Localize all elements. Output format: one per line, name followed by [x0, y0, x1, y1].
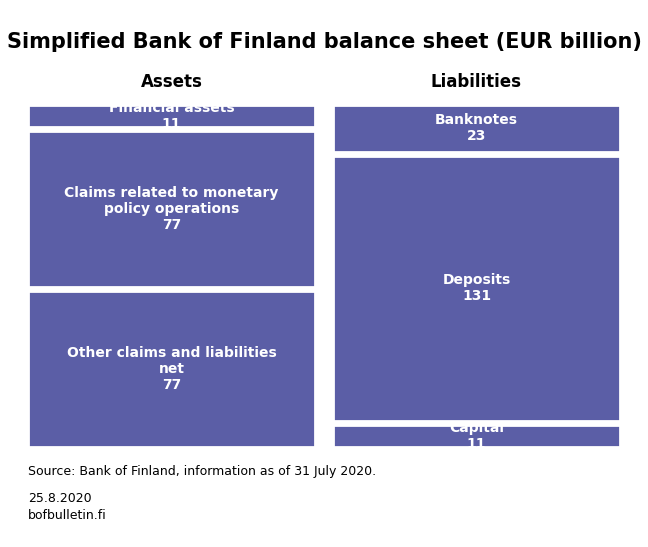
Bar: [333, 424, 620, 447]
Text: 25.8.2020: 25.8.2020: [28, 492, 91, 505]
Text: Deposits
131: Deposits 131: [443, 273, 511, 303]
Text: Other claims and liabilities
net
77: Other claims and liabilities net 77: [67, 346, 277, 392]
Text: bofbulletin.fi: bofbulletin.fi: [28, 509, 107, 522]
Text: Financial assets
11: Financial assets 11: [109, 101, 235, 131]
Text: Source: Bank of Finland, information as of 31 July 2020.: Source: Bank of Finland, information as …: [28, 465, 376, 478]
Text: Claims related to monetary
policy operations
77: Claims related to monetary policy operat…: [64, 186, 279, 232]
Bar: [28, 131, 315, 287]
Bar: [28, 291, 315, 447]
Text: Assets: Assets: [141, 73, 202, 91]
Bar: [333, 105, 620, 152]
Bar: [333, 155, 620, 421]
Text: Simplified Bank of Finland balance sheet (EUR billion): Simplified Bank of Finland balance sheet…: [6, 32, 642, 52]
Text: Liabilities: Liabilities: [431, 73, 522, 91]
Text: Capital
11: Capital 11: [449, 421, 504, 451]
Bar: [28, 105, 315, 127]
Text: Banknotes
23: Banknotes 23: [435, 113, 518, 143]
